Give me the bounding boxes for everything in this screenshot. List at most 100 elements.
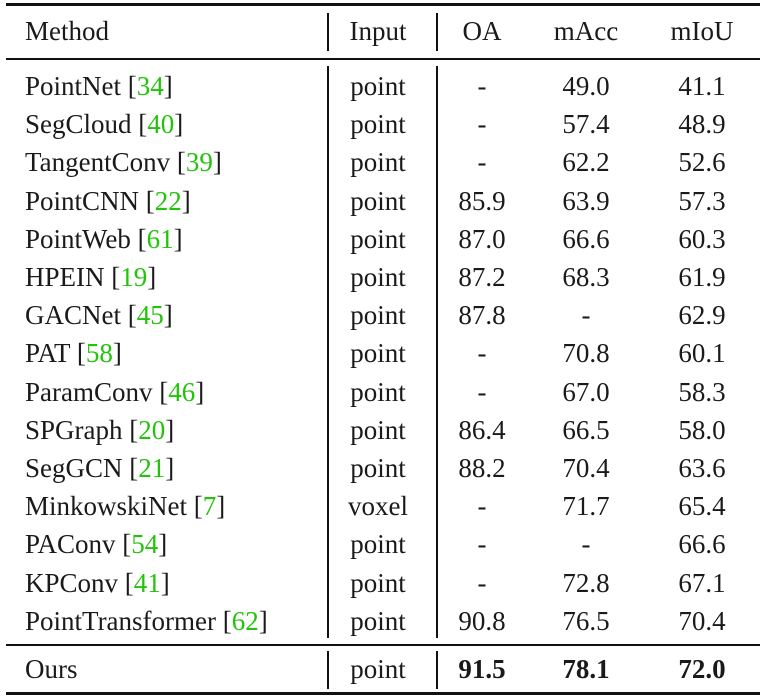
method-name: PAT <box>25 338 71 369</box>
method-name: MinkowskiNet <box>25 491 187 522</box>
table-row: PAConv [54] point - - 66.6 <box>6 525 760 563</box>
method-cell: PointCNN [22] <box>25 185 191 216</box>
method-cell: SegGCN [21] <box>25 453 175 483</box>
oa-cell: 90.8 <box>458 605 506 636</box>
oa-cell: - <box>477 567 487 598</box>
table-row: PointNet [34] point - 49.0 41.1 <box>6 67 760 105</box>
column-divider <box>327 651 329 689</box>
method-name: SPGraph <box>25 414 123 445</box>
citation-link[interactable]: 45 <box>136 300 164 331</box>
table-row: SegCloud [40] point - 57.4 48.9 <box>6 105 760 143</box>
oa-cell: - <box>477 109 487 140</box>
oa-cell: - <box>477 71 487 101</box>
macc-cell: 76.5 <box>562 605 610 636</box>
oa-cell: - <box>477 376 487 407</box>
macc-cell: 66.6 <box>562 223 610 254</box>
citation-link[interactable]: 34 <box>136 71 164 101</box>
input-cell: voxel <box>348 491 408 522</box>
method-name: PointTransformer <box>25 605 217 636</box>
macc-cell: 57.4 <box>562 109 610 140</box>
column-divider <box>327 13 329 51</box>
table-row: PointTransformer [62] point 90.8 76.5 70.4 <box>6 602 760 640</box>
miou-cell: 58.3 <box>678 376 726 407</box>
input-cell: point <box>350 376 406 407</box>
oa-cell: 86.4 <box>458 414 506 445</box>
oa-cell: 87.2 <box>458 262 506 292</box>
citation-link[interactable]: 22 <box>154 185 182 216</box>
table-row: SPGraph [20] point 86.4 66.5 58.0 <box>6 411 760 449</box>
input-cell: point <box>350 223 406 254</box>
macc-cell: 67.0 <box>562 376 610 407</box>
input-cell: point <box>350 185 406 216</box>
miou-cell: 65.4 <box>678 491 726 522</box>
header-input: Input <box>349 16 407 46</box>
miou-cell: 60.3 <box>678 223 726 254</box>
input-cell: point <box>350 109 406 140</box>
citation-link[interactable]: 20 <box>138 414 166 445</box>
oa-cell: - <box>477 491 487 522</box>
table-row: PAT [58] point - 70.8 60.1 <box>6 334 760 372</box>
citation-link[interactable]: 62 <box>231 605 259 636</box>
macc-cell: 72.8 <box>562 567 610 598</box>
miou-cell: 62.9 <box>678 300 726 331</box>
input-cell: point <box>350 300 406 331</box>
input-cell: point <box>350 605 406 636</box>
input-cell: point <box>350 567 406 598</box>
oa-cell: - <box>477 147 487 178</box>
column-divider <box>327 66 329 638</box>
macc-cell: 70.8 <box>562 338 610 369</box>
macc-cell: 70.4 <box>562 453 610 483</box>
method-cell: HPEIN [19] <box>25 262 157 292</box>
input-cell: point <box>350 147 406 178</box>
column-divider <box>436 13 438 51</box>
method-cell: ParamConv [46] <box>25 376 205 407</box>
citation-link[interactable]: 46 <box>168 376 196 407</box>
table-row: MinkowskiNet [7] voxel - 71.7 65.4 <box>6 487 760 525</box>
miou-cell: 72.0 <box>678 654 726 684</box>
method-cell: SPGraph [20] <box>25 414 175 445</box>
citation-link[interactable]: 7 <box>202 491 217 522</box>
citation-link[interactable]: 39 <box>185 147 213 178</box>
macc-cell: 71.7 <box>562 491 610 522</box>
miou-cell: 41.1 <box>678 71 726 101</box>
miou-cell: 52.6 <box>678 147 726 178</box>
input-cell: point <box>350 71 406 101</box>
method-cell: Ours <box>25 654 78 684</box>
citation-link[interactable]: 54 <box>131 529 159 560</box>
miou-cell: 67.1 <box>678 567 726 598</box>
method-cell: PAConv [54] <box>25 529 168 560</box>
table-row: SegGCN [21] point 88.2 70.4 63.6 <box>6 449 760 487</box>
citation-link[interactable]: 19 <box>120 262 148 292</box>
oa-cell: 87.0 <box>458 223 506 254</box>
macc-cell: 63.9 <box>562 185 610 216</box>
input-cell: point <box>350 414 406 445</box>
citation-link[interactable]: 41 <box>133 567 161 598</box>
method-name: SegCloud <box>25 109 132 140</box>
table-row: KPConv [41] point - 72.8 67.1 <box>6 564 760 602</box>
top-rule <box>6 3 760 6</box>
macc-cell: 78.1 <box>562 654 610 684</box>
method-cell: PointTransformer [62] <box>25 605 268 636</box>
citation-link[interactable]: 40 <box>147 109 175 140</box>
method-cell: PointNet [34] <box>25 71 173 101</box>
oa-cell: 85.9 <box>458 185 506 216</box>
results-table: Method Input OA mAcc mIoU PointNet [34] p… <box>6 3 760 695</box>
macc-cell: 62.2 <box>562 147 610 178</box>
oa-cell: - <box>477 529 487 560</box>
input-cell: point <box>350 262 406 292</box>
column-divider <box>436 66 438 638</box>
method-cell: GACNet [45] <box>25 300 173 331</box>
method-name: PointNet <box>25 71 122 101</box>
header-method: Method <box>25 16 109 46</box>
method-name: HPEIN <box>25 262 105 292</box>
table-row: HPEIN [19] point 87.2 68.3 61.9 <box>6 258 760 296</box>
citation-link[interactable]: 58 <box>85 338 113 369</box>
citation-link[interactable]: 61 <box>146 223 174 254</box>
macc-cell: 68.3 <box>562 262 610 292</box>
table-row: ParamConv [46] point - 67.0 58.3 <box>6 373 760 411</box>
method-cell: SegCloud [40] <box>25 109 184 140</box>
citation-link[interactable]: 21 <box>138 453 166 483</box>
column-divider <box>436 651 438 689</box>
header-row: Method Input OA mAcc mIoU <box>6 12 760 50</box>
oa-cell: 87.8 <box>458 300 506 331</box>
